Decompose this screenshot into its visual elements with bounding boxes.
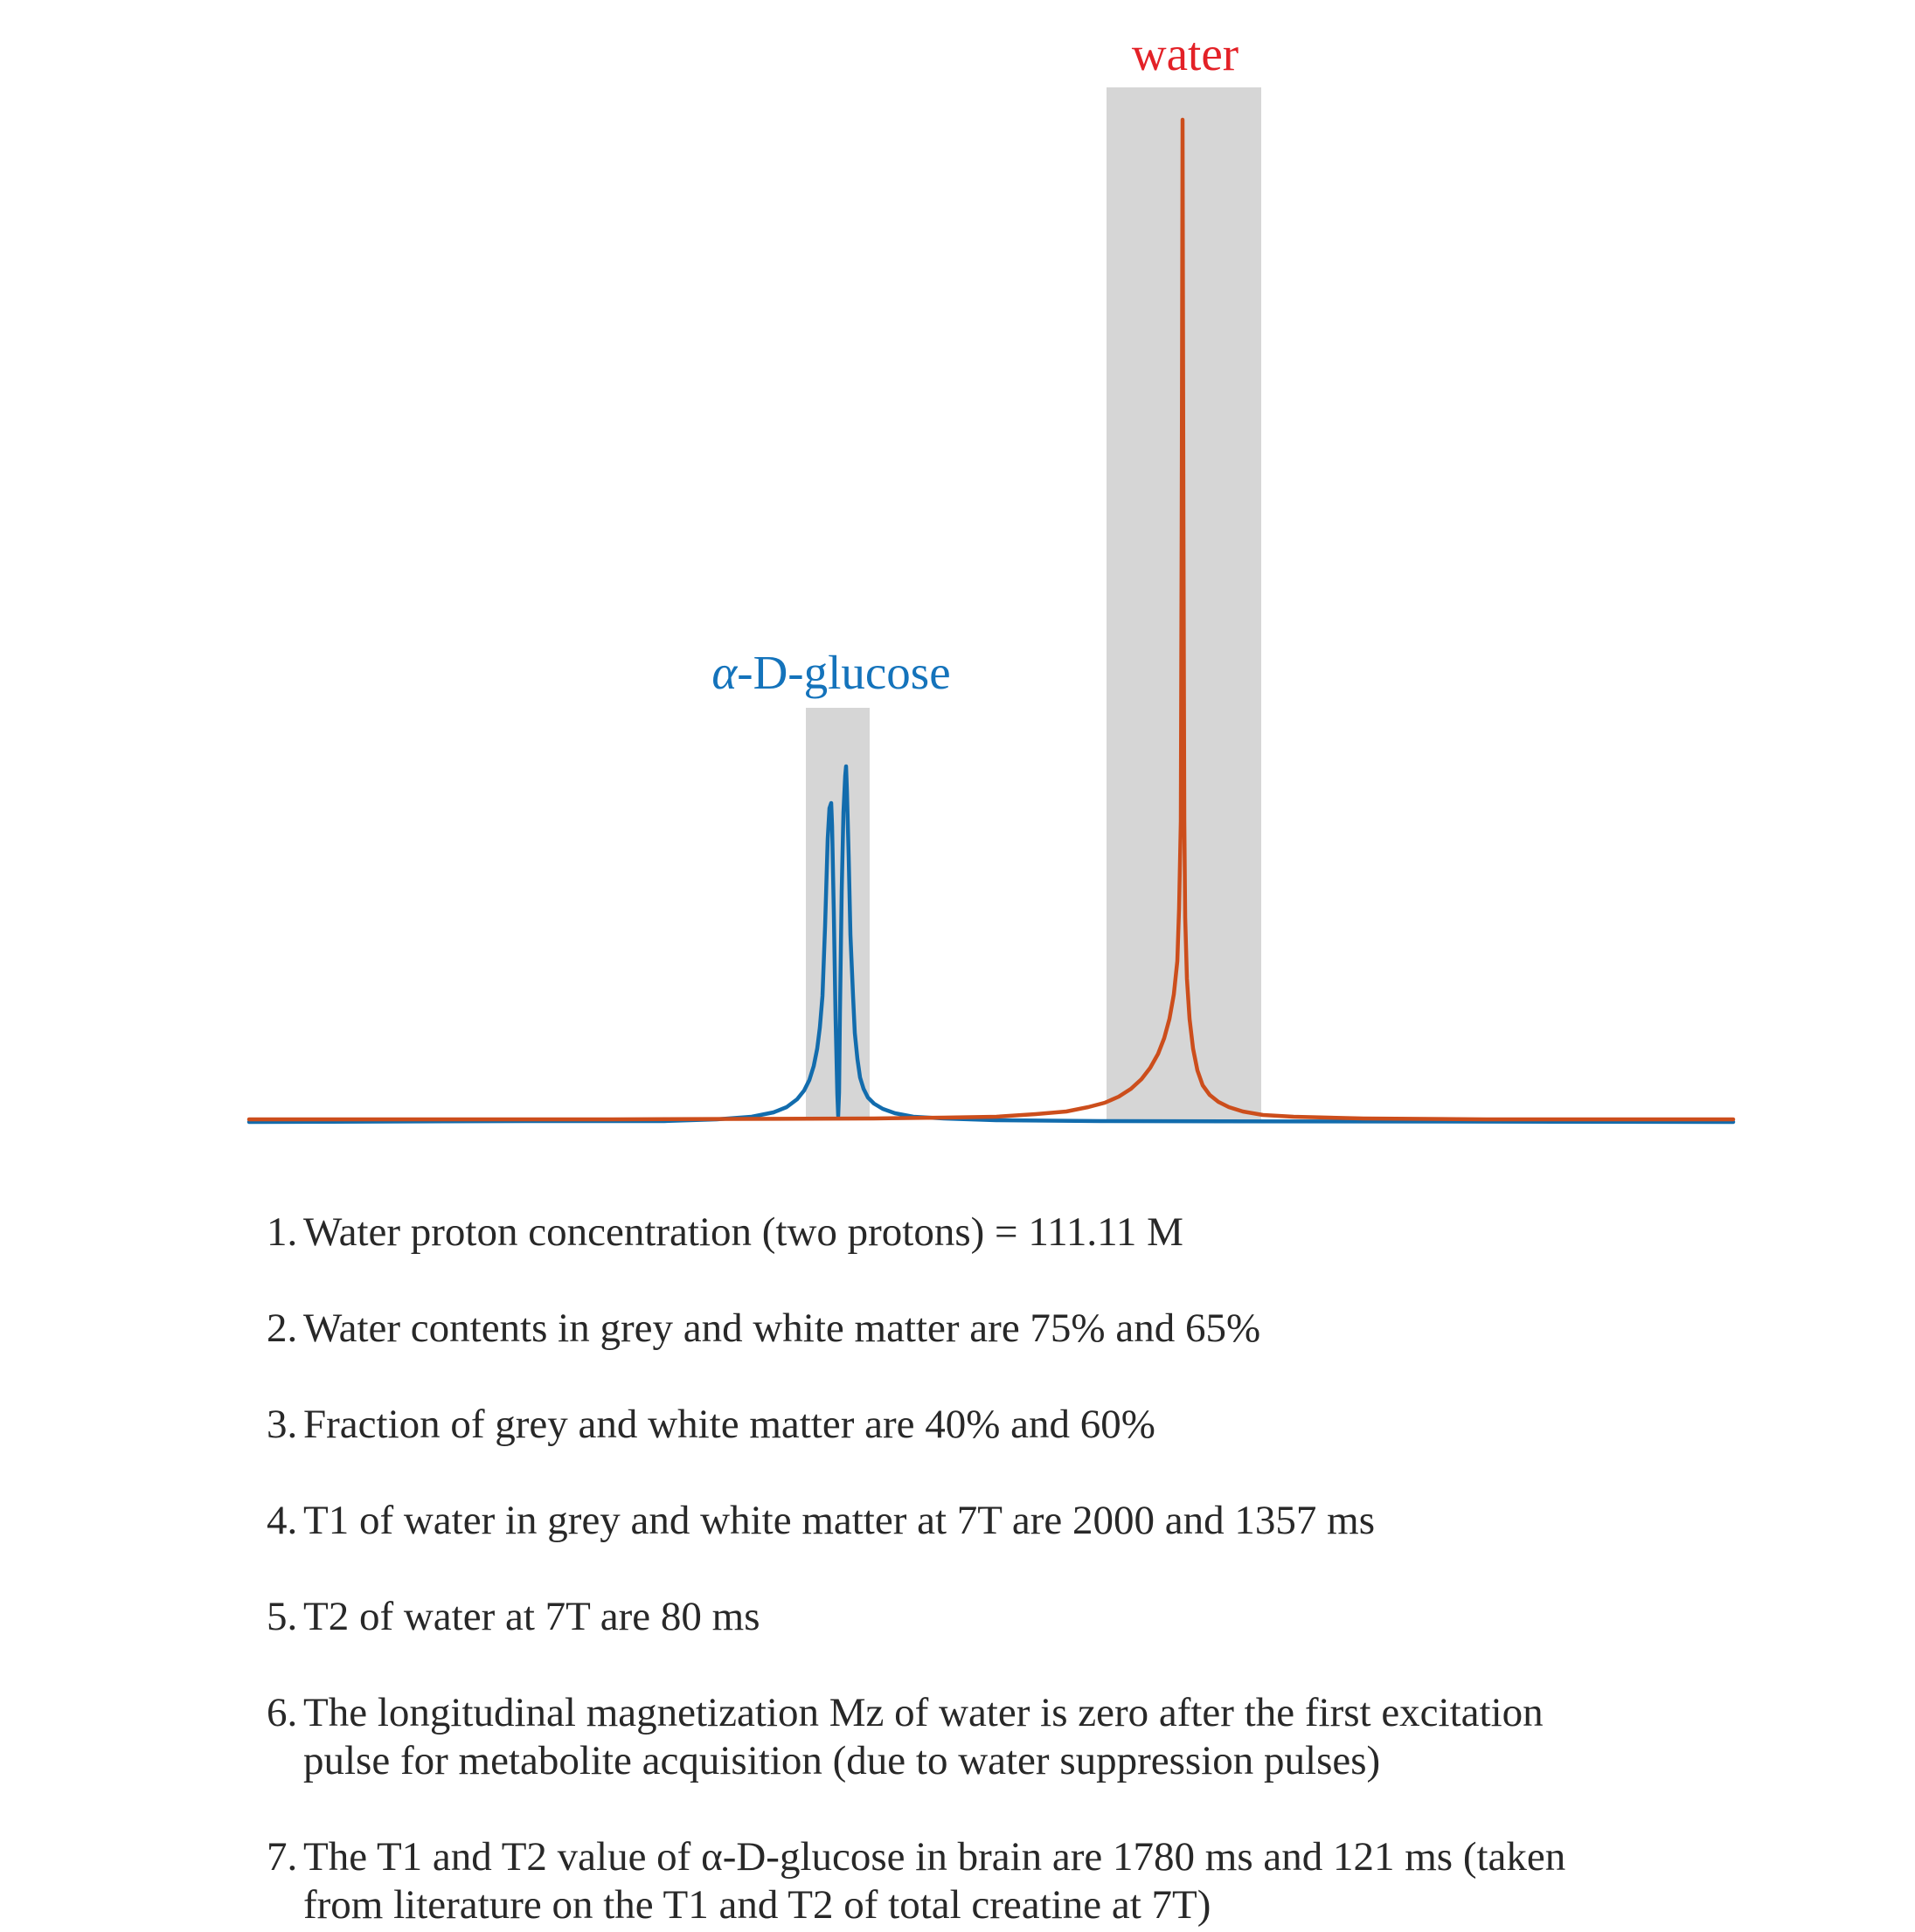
assumptions-list: 1. Water proton concentration (two proto… (267, 1208, 1805, 1932)
list-item-text: Fraction of grey and white matter are 40… (303, 1402, 1155, 1447)
list-item-text: T1 of water in grey and white matter at … (303, 1498, 1375, 1543)
list-item: 7. The T1 and T2 value of α-D-glucose in… (267, 1833, 1805, 1929)
list-item: 1. Water proton concentration (two proto… (267, 1208, 1805, 1257)
list-item-text: from literature on the T1 and T2 of tota… (303, 1882, 1211, 1928)
list-item-number: 6. (267, 1690, 298, 1735)
list-item: 2. Water contents in grey and white matt… (267, 1305, 1805, 1353)
list-item-number: 3. (267, 1402, 298, 1447)
list-item: 5. T2 of water at 7T are 80 ms (267, 1593, 1805, 1641)
list-item-number: 5. (267, 1594, 298, 1639)
list-item-text: The T1 and T2 value of α-D-glucose in br… (303, 1834, 1566, 1880)
list-item-number: 1. (267, 1209, 298, 1255)
list-item: 3. Fraction of grey and white matter are… (267, 1401, 1805, 1449)
list-item-text: The longitudinal magnetization Mz of wat… (303, 1690, 1544, 1735)
list-item-text: Water proton concentration (two protons)… (303, 1209, 1183, 1255)
glucose-peak-label: α-D-glucose (711, 646, 951, 699)
water-trace (246, 117, 1736, 1122)
water-peak-label: water (1131, 27, 1239, 80)
list-item-text: pulse for metabolite acquisition (due to… (303, 1738, 1381, 1783)
list-item: 6. The longitudinal magnetization Mz of … (267, 1689, 1805, 1785)
list-item-number: 4. (267, 1498, 298, 1543)
list-item-number: 2. (267, 1305, 298, 1351)
list-item-text: Water contents in grey and white matter … (303, 1305, 1261, 1351)
list-item-number: 7. (267, 1834, 298, 1880)
list-item: 4. T1 of water in grey and white matter … (267, 1497, 1805, 1545)
list-item-text: T2 of water at 7T are 80 ms (303, 1594, 760, 1639)
spectrum-plot (246, 87, 1736, 1125)
glucose-trace (246, 764, 1736, 1125)
